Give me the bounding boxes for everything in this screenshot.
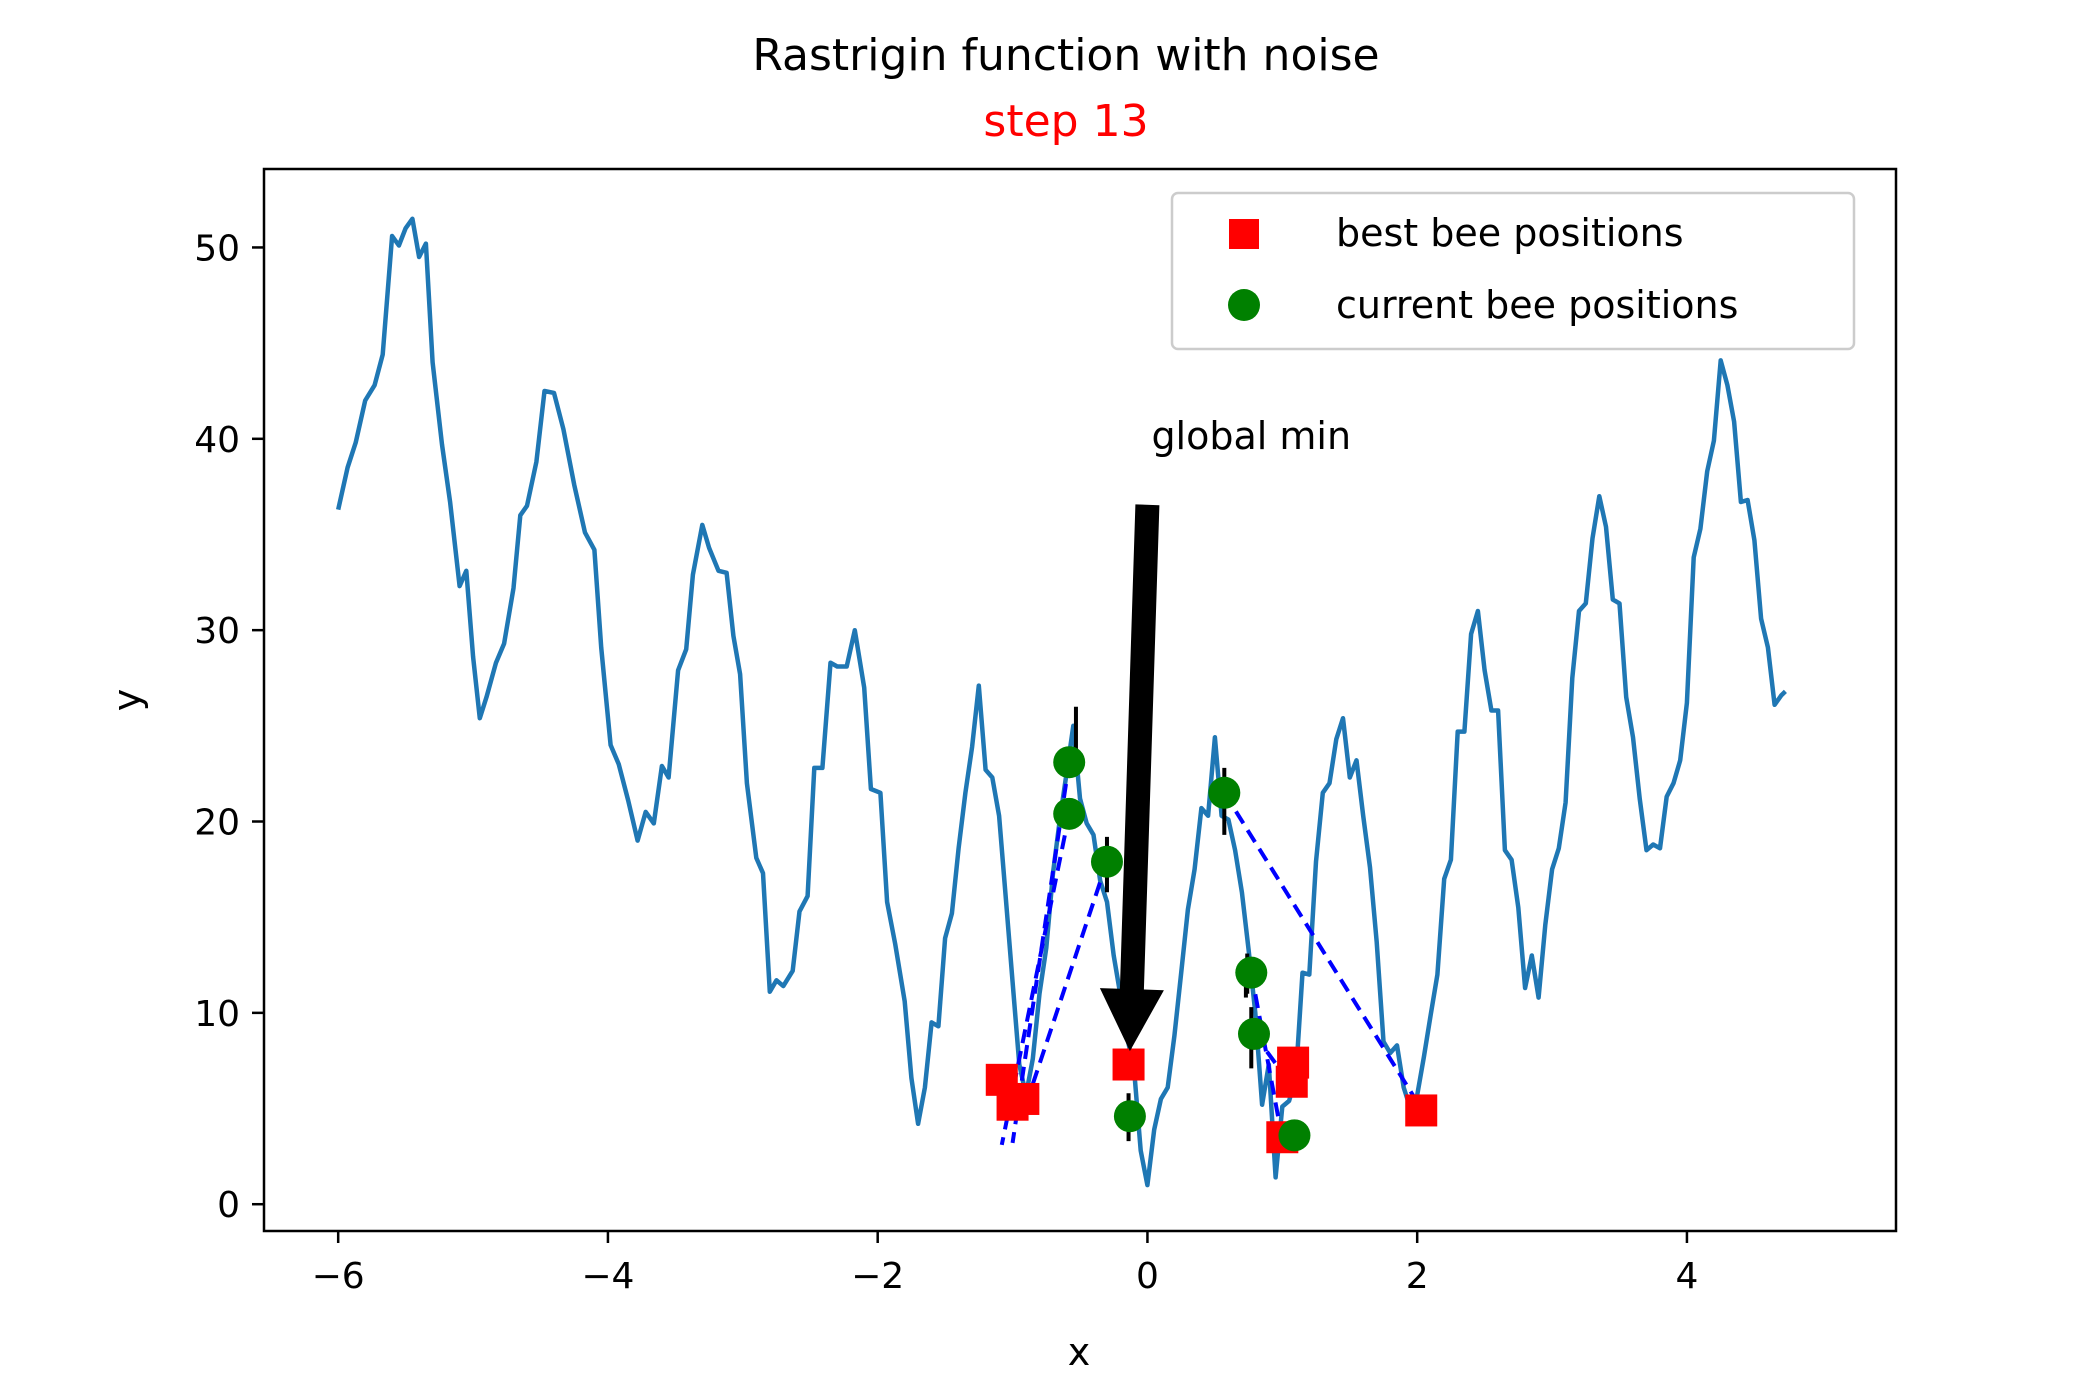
x-tick-label: −6	[312, 1256, 365, 1297]
legend-best-marker	[1229, 219, 1259, 249]
legend-current-label: current bee positions	[1336, 283, 1738, 327]
x-tick-label: 2	[1406, 1256, 1429, 1297]
x-axis-label: x	[1068, 1330, 1091, 1374]
chart-subtitle: step 13	[983, 96, 1148, 147]
bee-trail	[1222, 791, 1423, 1110]
best-bee-marker	[1112, 1048, 1145, 1081]
current-bee-marker	[1053, 797, 1086, 830]
x-tick-label: 0	[1136, 1256, 1159, 1297]
bee-trail	[1249, 972, 1285, 1140]
y-tick-label: 30	[194, 611, 240, 652]
current-bee-marker	[1235, 956, 1268, 989]
legend-best-label: best bee positions	[1336, 211, 1684, 255]
bee-trail	[1021, 861, 1109, 1113]
current-bee-marker	[1237, 1017, 1270, 1050]
plot-frame	[262, 167, 1898, 1233]
current-bee-marker	[1113, 1100, 1146, 1133]
global-min-annotation: global min	[1151, 414, 1351, 458]
y-tick-label: 10	[194, 994, 240, 1035]
best-bee-marker	[1277, 1046, 1310, 1079]
y-tick-label: 50	[194, 228, 240, 269]
bee-trail	[1010, 761, 1072, 1144]
current-bee-marker	[1053, 746, 1086, 779]
x-tick-label: −4	[581, 1256, 634, 1297]
x-tick-label: 4	[1675, 1256, 1698, 1297]
y-tick-label: 40	[194, 420, 240, 461]
rastrigin-curve	[336, 216, 1787, 1188]
y-axis-label: y	[105, 689, 149, 712]
chart-title: Rastrigin function with noise	[752, 30, 1379, 81]
bee-trail	[999, 813, 1072, 1146]
legend: best bee positions current bee positions	[1170, 191, 1856, 351]
y-tick-label: 20	[194, 803, 240, 844]
current-bee-marker	[1208, 776, 1241, 809]
x-tick-label: −2	[851, 1256, 904, 1297]
best-bee-marker	[1007, 1082, 1040, 1115]
legend-current-marker	[1228, 289, 1260, 321]
y-tick-label: 0	[217, 1185, 240, 1226]
best-bee-marker	[1405, 1094, 1438, 1127]
current-bee-marker	[1278, 1119, 1311, 1152]
current-bee-marker	[1090, 845, 1123, 878]
global-min-arrow	[1099, 504, 1164, 1052]
